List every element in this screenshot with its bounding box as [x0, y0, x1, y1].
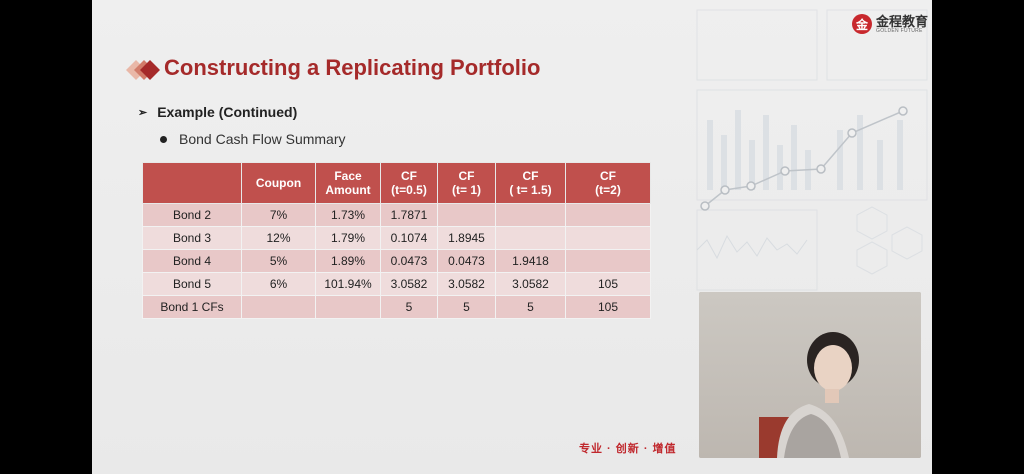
table-cell: 105	[565, 272, 651, 296]
table-cell: 0.0473	[437, 249, 496, 273]
table-row: Bond 1 CFs 5 5 5 105	[142, 295, 651, 319]
table-header-row: Coupon Face Amount CF (t=0.5) CF (t= 1) CF( t= …	[142, 162, 651, 204]
presenter-image	[699, 292, 921, 458]
logo-english-name: GOLDEN FUTURE	[876, 27, 923, 34]
table-header-text: ( t= 1.5)	[509, 183, 552, 197]
footer-slogan: 专业 · 创新 · 增值	[579, 443, 677, 455]
row-label-cell: Bond 2	[142, 203, 242, 227]
golden-future-logo-icon: 金	[852, 14, 872, 34]
table-cell: 0.1074	[380, 226, 438, 250]
background-chart-decoration	[696, 9, 928, 291]
brand-logo: 金 金程教育 GOLDEN FUTURE	[852, 14, 928, 34]
table-cell	[241, 295, 316, 319]
table-cell: 101.94%	[315, 272, 381, 296]
table-header-cell: Face Amount	[315, 162, 381, 204]
row-label-cell: Bond 3	[142, 226, 242, 250]
table-cell: 6%	[241, 272, 316, 296]
row-label-cell: Bond 1 CFs	[142, 295, 242, 319]
slide: 金 金程教育 GOLDEN FUTURE Constructing a Repl…	[92, 0, 932, 474]
table-header-text: CF	[600, 168, 616, 183]
table-header-text: (t=0.5)	[391, 183, 427, 197]
table-cell: 1.89%	[315, 249, 381, 273]
table-header-text: Amount	[325, 183, 371, 197]
table-cell: 1.79%	[315, 226, 381, 250]
dot-bullet-icon	[160, 135, 167, 143]
table-row: Bond 5 6% 101.94% 3.0582 3.0582 3.0582 105	[142, 272, 651, 296]
table-header-text: Face	[334, 168, 362, 183]
table-row: Bond 4 5% 1.89% 0.0473 0.0473 1.9418	[142, 249, 651, 273]
table-cell: 3.0582	[437, 272, 496, 296]
table-header-cell	[142, 162, 242, 204]
row-label-cell: Bond 5	[142, 272, 242, 296]
table-header-cell: CF (t=0.5)	[380, 162, 438, 204]
table-cell	[565, 249, 651, 273]
table-cell: 105	[565, 295, 651, 319]
presenter-video[interactable]	[699, 292, 921, 458]
table-cell: 5	[380, 295, 438, 319]
page-title: Constructing a Replicating Portfolio	[164, 55, 541, 80]
table-cell	[565, 203, 651, 227]
table-header-text: CF	[522, 168, 539, 183]
table-header-cell: CF (t=2)	[565, 162, 651, 204]
table-cell	[495, 226, 566, 250]
bullet-level-1: ➢ Example (Continued)	[138, 104, 297, 120]
table-row: Bond 2 7% 1.73% 1.7871	[142, 203, 651, 227]
row-label-cell: Bond 4	[142, 249, 242, 273]
table-header-text: (t= 1)	[451, 183, 481, 197]
table-header-cell: CF (t= 1)	[437, 162, 496, 204]
table-cell: 0.0473	[380, 249, 438, 273]
table-cell: 1.8945	[437, 226, 496, 250]
bullet-level-2: Bond Cash Flow Summary	[160, 131, 346, 147]
table-cell	[437, 203, 496, 227]
table-cell	[565, 226, 651, 250]
bond-cash-flow-table: Coupon Face Amount CF (t=0.5) CF (t= 1) CF( t= …	[142, 162, 651, 319]
table-header-cell: Coupon	[241, 162, 316, 204]
table-cell: 1.9418	[495, 249, 566, 273]
table-header-text: CF	[458, 168, 475, 183]
table-row: Bond 3 12% 1.79% 0.1074 1.8945	[142, 226, 651, 250]
title-diamond-icon	[126, 60, 160, 80]
table-cell: 5	[495, 295, 566, 319]
table-cell: 1.7871	[380, 203, 438, 227]
logo-chinese-name: 金程教育	[876, 13, 929, 29]
bullet-level-2-text: Bond Cash Flow Summary	[179, 131, 346, 147]
table-cell: 12%	[241, 226, 316, 250]
table-cell: 3.0582	[380, 272, 438, 296]
table-header-text: Coupon	[255, 175, 302, 190]
table-cell	[495, 203, 566, 227]
table-cell	[315, 295, 381, 319]
table-cell: 5%	[241, 249, 316, 273]
table-cell: 5	[437, 295, 496, 319]
table-cell: 1.73%	[315, 203, 381, 227]
arrow-bullet-icon: ➢	[138, 106, 148, 119]
table-cell: 7%	[241, 203, 316, 227]
table-cell: 3.0582	[495, 272, 566, 296]
table-header-text: CF	[401, 168, 417, 183]
table-header-cell: CF( t= 1.5)	[495, 162, 566, 204]
table-header-text: (t=2)	[595, 183, 621, 197]
bullet-level-1-text: Example (Continued)	[157, 104, 298, 120]
